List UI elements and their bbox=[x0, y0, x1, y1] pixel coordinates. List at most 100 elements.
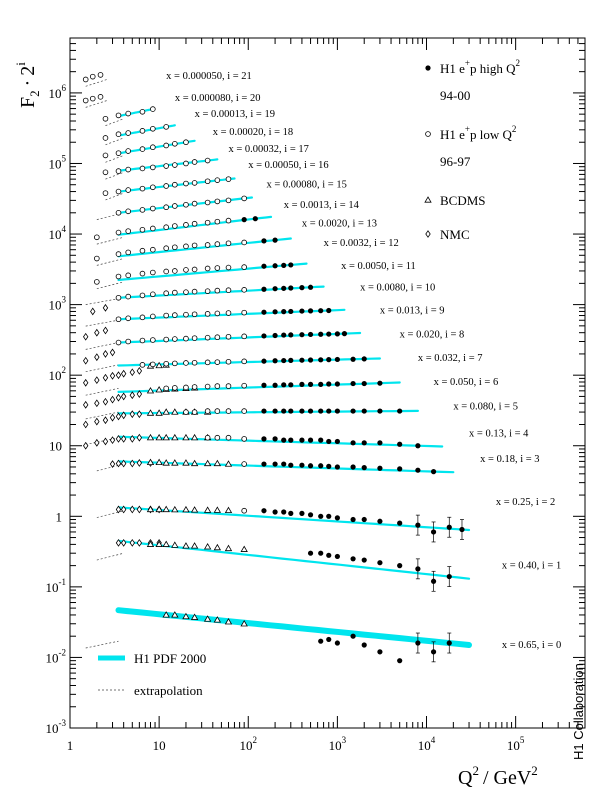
h1-high-q2-point bbox=[318, 550, 324, 556]
legend-label: H1 e+p high Q2 bbox=[440, 58, 520, 76]
h1-high-q2-point bbox=[307, 308, 314, 314]
y-axis-title-sup: i bbox=[13, 62, 28, 66]
h1-low-q2-point bbox=[241, 408, 247, 414]
h1-high-q2-point bbox=[397, 408, 403, 414]
h1-low-q2-point bbox=[225, 358, 232, 365]
h1-high-q2-point bbox=[318, 357, 324, 363]
h1-low-q2-point bbox=[183, 201, 189, 208]
h1-high-q2-point bbox=[397, 563, 403, 569]
bcdms-point bbox=[146, 458, 155, 466]
h1-low-q2-point bbox=[172, 385, 178, 391]
h1-high-q2-point bbox=[326, 552, 332, 558]
bcdms-point bbox=[146, 540, 155, 547]
h1-high-q2-point bbox=[307, 284, 314, 290]
y-axis-title: F2·2i bbox=[13, 62, 42, 108]
h1-low-q2-point bbox=[150, 269, 156, 276]
nmc-point bbox=[109, 395, 116, 404]
legend-entry: H1 e+p low Q2 96-97 bbox=[425, 124, 517, 169]
h1-low-q2-point bbox=[225, 408, 232, 414]
h1-high-q2-point bbox=[350, 408, 356, 414]
h1-high-q2-point bbox=[326, 636, 332, 643]
bin-20 bbox=[85, 100, 108, 108]
h1-low-q2-point bbox=[115, 251, 122, 257]
y-tick-label: 102 bbox=[49, 365, 67, 383]
extrapolation-line bbox=[96, 552, 124, 561]
h1-high-q2-point bbox=[326, 463, 332, 469]
fit-curve bbox=[117, 139, 196, 155]
h1-low-q2-point bbox=[163, 245, 169, 252]
bin-label-8: x = 0.020, i = 8 bbox=[400, 329, 465, 340]
extrapolation-line bbox=[85, 411, 119, 420]
nmc-point bbox=[102, 326, 109, 335]
h1-high-q2-point bbox=[307, 463, 314, 469]
extrapolation-line bbox=[96, 236, 124, 245]
h1-low-q2-point bbox=[163, 183, 169, 189]
bcdms-point bbox=[190, 542, 199, 549]
nmc-point bbox=[90, 307, 96, 316]
h1-low-q2-point bbox=[115, 294, 122, 301]
h1-high-q2-point bbox=[334, 331, 340, 337]
h1-low-q2-point bbox=[115, 229, 122, 236]
bin-21 bbox=[85, 79, 108, 87]
h1-low-q2-point bbox=[102, 152, 109, 159]
h1-high-q2-point bbox=[326, 307, 332, 314]
h1-low-q2-point bbox=[241, 264, 247, 270]
bcdms-point bbox=[155, 433, 163, 441]
extrapolation-line bbox=[105, 137, 124, 146]
y-axis-title-sub: 2 bbox=[27, 90, 42, 97]
extrapolation-line bbox=[85, 437, 119, 445]
nmc-point bbox=[115, 371, 122, 380]
bin-label-18: x = 0.00020, i = 18 bbox=[213, 127, 293, 138]
legend-marker bbox=[425, 65, 431, 71]
y-tick-base: 10 bbox=[49, 439, 62, 454]
legend-label-sup2: 2 bbox=[512, 124, 517, 134]
h1-low-q2-point bbox=[172, 289, 178, 296]
h1-high-q2-point bbox=[272, 237, 278, 243]
h1-low-q2-point bbox=[204, 219, 211, 226]
nmc-point bbox=[83, 441, 89, 450]
y-tick-base: 10 bbox=[49, 86, 62, 101]
legend-entry: NMC bbox=[425, 227, 470, 242]
h1-low-q2-point bbox=[94, 255, 100, 262]
h1-low-q2-point bbox=[172, 181, 178, 188]
bin-label-11: x = 0.0050, i = 11 bbox=[341, 261, 416, 272]
x-tick-base: 10 bbox=[329, 738, 342, 753]
y-axis-title-base: 2 bbox=[17, 66, 39, 76]
h1-low-q2-point bbox=[102, 169, 109, 176]
h1-low-q2-point bbox=[214, 334, 221, 341]
h1-low-q2-point bbox=[82, 76, 89, 83]
extrapolation-line bbox=[85, 388, 119, 396]
h1-low-q2-point bbox=[139, 128, 146, 134]
h1-low-q2-point bbox=[225, 383, 232, 389]
extrapolation-line bbox=[85, 342, 119, 350]
y-tick-exp: -3 bbox=[59, 718, 67, 728]
bcdms-point bbox=[162, 433, 170, 441]
h1-low-q2-point bbox=[214, 383, 221, 389]
h1-high-q2-point bbox=[350, 356, 356, 362]
h1-high-q2-point bbox=[261, 286, 267, 292]
h1-low-q2-point bbox=[150, 205, 156, 212]
h1-low-q2-point bbox=[183, 409, 189, 415]
h1-low-q2-point bbox=[125, 208, 132, 215]
nmc-point bbox=[136, 366, 143, 375]
nmc-point bbox=[83, 420, 89, 429]
bcdms-point bbox=[146, 409, 155, 416]
h1-high-q2-point bbox=[288, 285, 294, 291]
h1-low-q2-point bbox=[241, 287, 247, 293]
bcdms-point bbox=[171, 433, 179, 441]
h1-low-q2-point bbox=[150, 337, 156, 343]
nmc-point bbox=[129, 459, 135, 468]
bcdms-point bbox=[224, 460, 233, 467]
h1-low-q2-point bbox=[191, 200, 198, 207]
h1-high-q2-point bbox=[415, 443, 421, 449]
bcdms-point bbox=[182, 505, 190, 513]
y-tick-base: 10 bbox=[49, 368, 62, 383]
x-tick-label: 102 bbox=[240, 735, 257, 753]
h1-high-q2-point bbox=[459, 526, 465, 533]
bin-label-15: x = 0.00080, i = 15 bbox=[266, 180, 346, 191]
y-tick-base: 10 bbox=[49, 298, 62, 313]
h1-high-q2-point bbox=[272, 286, 278, 292]
h1-low-q2-point bbox=[191, 409, 198, 415]
bcdms-point bbox=[190, 506, 199, 513]
bcdms-point bbox=[203, 459, 212, 467]
